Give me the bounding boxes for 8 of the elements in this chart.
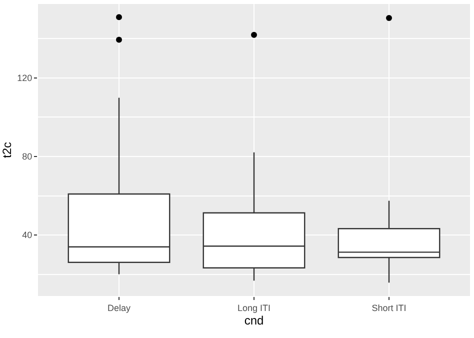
x-tick-label: Delay <box>107 302 131 313</box>
x-axis-title: cnd <box>244 314 264 328</box>
y-tick-label: 80 <box>22 152 32 162</box>
y-tick-label: 120 <box>17 73 32 84</box>
x-tick-label: Short ITI <box>372 302 406 313</box>
x-tick-label: Long ITI <box>237 302 271 313</box>
y-axis-title: t2c <box>0 142 14 158</box>
y-tick-label: 40 <box>22 230 32 240</box>
